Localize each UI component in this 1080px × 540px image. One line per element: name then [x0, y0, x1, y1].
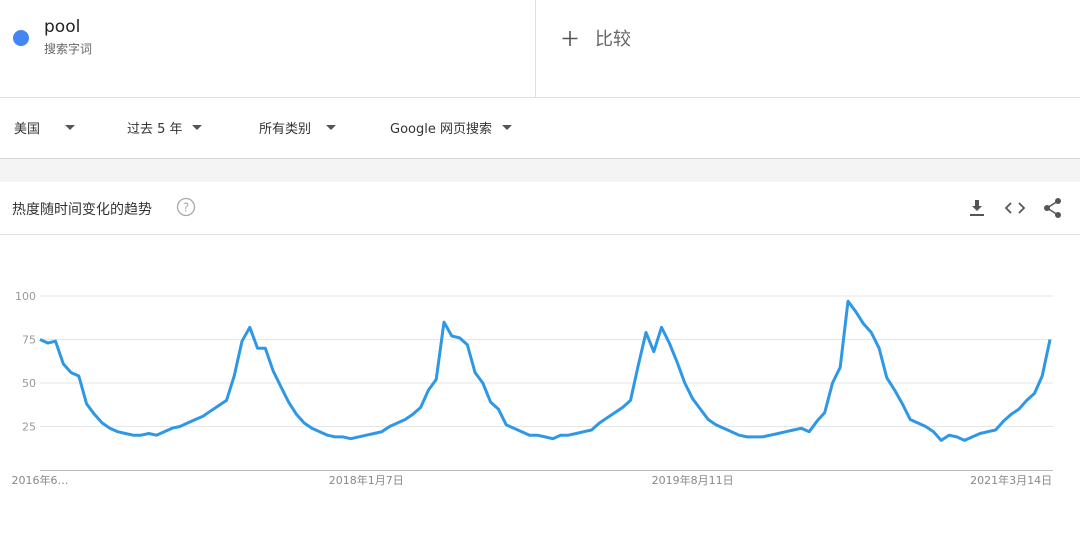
- x-tick-label: 2021年3月14日: [970, 473, 1052, 487]
- filter-dropdown[interactable]: 过去 5 年: [127, 122, 202, 137]
- compare-label[interactable]: 比较: [595, 29, 631, 50]
- embed-icon[interactable]: [1004, 202, 1026, 214]
- filter-dropdown[interactable]: 所有类别: [259, 122, 336, 137]
- separator-band: [0, 158, 1080, 182]
- dropdown-arrow: [502, 125, 512, 130]
- section-title: 热度随时间变化的趋势: [12, 202, 152, 218]
- term[interactable]: pool: [44, 17, 80, 37]
- x-tick-label: 2019年8月11日: [652, 473, 734, 487]
- trend-line: [39, 299, 1052, 442]
- term-color-dot: [13, 30, 29, 46]
- y-tick-label: 75: [22, 334, 36, 347]
- y-tick-label: 25: [22, 421, 36, 434]
- filter-dropdown[interactable]: 美国: [14, 122, 75, 137]
- filter-label[interactable]: 过去 5 年: [127, 122, 183, 137]
- svg-text:?: ?: [183, 201, 189, 215]
- filter-label[interactable]: 所有类别: [259, 122, 311, 137]
- share-icon[interactable]: [1044, 198, 1061, 218]
- y-tick-label: 100: [15, 290, 36, 303]
- filter-dropdown[interactable]: Google 网页搜索: [390, 122, 512, 137]
- help-icon[interactable]: ?: [176, 197, 196, 217]
- filter-label[interactable]: 美国: [14, 122, 40, 137]
- x-tick-label: 2018年1月7日: [329, 473, 404, 487]
- download-icon[interactable]: [970, 200, 984, 216]
- filter-bar: 美国 过去 5 年 所有类别 Google 网页搜索: [14, 122, 512, 137]
- term-subtitle: 搜索字词: [44, 41, 92, 56]
- dropdown-arrow: [65, 125, 75, 130]
- y-tick-label: 50: [22, 377, 36, 390]
- filter-label[interactable]: Google 网页搜索: [390, 122, 492, 137]
- plus-icon: [562, 31, 578, 46]
- compare-button[interactable]: 比较: [562, 29, 632, 50]
- dropdown-arrow: [326, 125, 336, 130]
- dropdown-arrow: [192, 125, 202, 130]
- x-tick-label: 2016年6…: [12, 473, 69, 487]
